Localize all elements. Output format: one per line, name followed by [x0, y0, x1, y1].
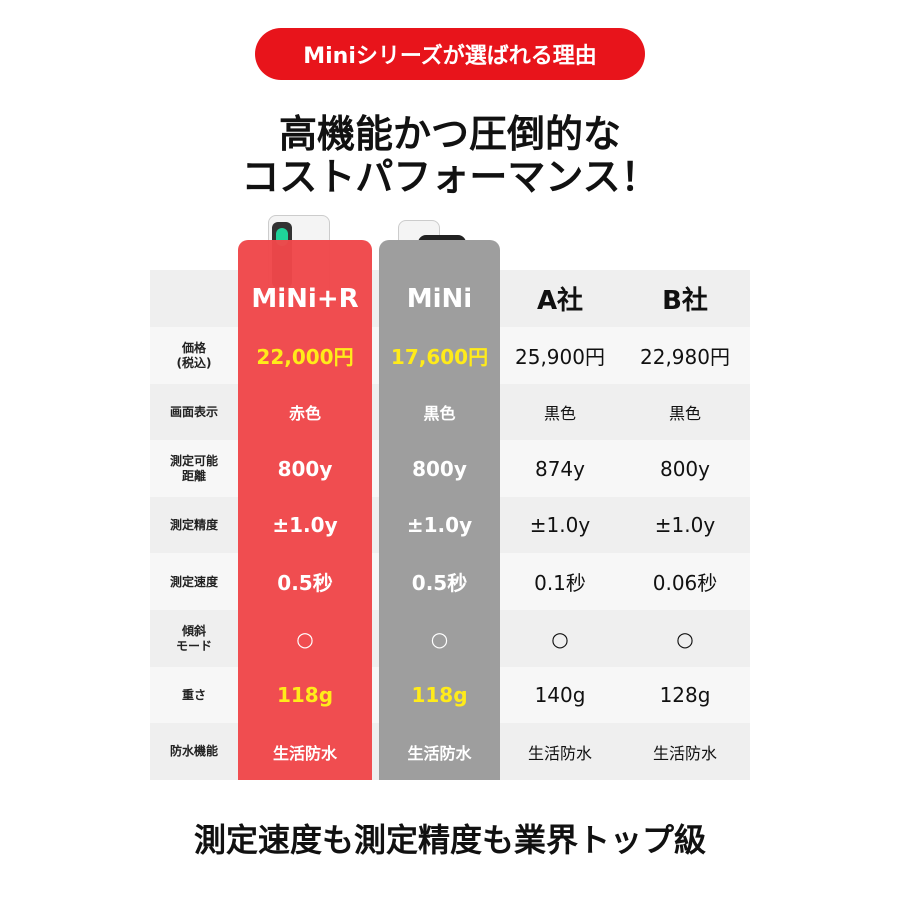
table-cell: 0.5秒: [277, 571, 333, 596]
column-header: A社: [536, 286, 584, 316]
table-cell: 800y: [659, 456, 710, 481]
row-label: 画面表示: [169, 404, 218, 419]
table-cell: 800y: [412, 456, 467, 481]
row-label: 測定速度: [169, 574, 218, 589]
table-cell: 黒色: [668, 404, 701, 424]
table-cell: 0.5秒: [411, 571, 468, 596]
table-cell: 128g: [659, 683, 711, 708]
table-cell: 生活防水: [652, 743, 717, 763]
mini-column-bg: [379, 240, 500, 780]
row-label: 価格 (税込): [176, 341, 212, 370]
column-header: MiNi+R: [251, 283, 359, 314]
headline-line-1: 高機能かつ圧倒的な: [278, 112, 621, 156]
row-label: 測定精度: [169, 518, 218, 533]
table-cell: 生活防水: [272, 743, 337, 763]
table-cell: 22,980円: [640, 345, 730, 369]
table-cell: 118g: [276, 683, 334, 708]
table-cell: 22,000円: [256, 345, 354, 369]
comparison-table: MiNi+R MiNi A社 B社価格 (税込) 22,000円 17,600円 25,90…: [150, 240, 750, 781]
mini-r-column-bg: [238, 240, 372, 780]
table-cell: ○: [551, 626, 569, 651]
table-cell: ○: [430, 626, 449, 651]
table-cell: 赤色: [288, 404, 321, 424]
column-header: B社: [662, 286, 708, 316]
table-cell: ±1.0y: [272, 513, 338, 538]
headline-line-2: コストパフォーマンス！: [241, 155, 659, 199]
reason-badge: Miniシリーズが選ばれる理由: [255, 28, 645, 80]
row-label: 重さ: [181, 687, 206, 702]
footer-tagline: 測定速度も測定精度も業界トップ級: [193, 821, 706, 859]
table-cell: ±1.0y: [654, 513, 716, 538]
table-cell: ○: [676, 626, 694, 651]
table-cell: 800y: [277, 456, 333, 481]
table-cell: 0.1秒: [534, 571, 586, 596]
table-cell: 140g: [534, 683, 586, 708]
table-cell: 黒色: [423, 404, 456, 424]
table-cell: ±1.0y: [406, 513, 473, 538]
table-cell: ○: [296, 626, 314, 651]
table-cell: ±1.0y: [529, 513, 591, 538]
table-cell: 874y: [534, 456, 585, 481]
table-cell: 0.06秒: [652, 571, 718, 596]
table-cell: 118g: [411, 683, 468, 708]
table-cell: 生活防水: [407, 743, 472, 763]
row-label: 傾斜 モード: [175, 624, 212, 653]
table-cell: 生活防水: [527, 743, 592, 763]
row-label: 防水機能: [169, 744, 218, 759]
column-header: MiNi: [406, 283, 473, 314]
row-label: 測定可能 距離: [169, 454, 218, 483]
table-cell: 25,900円: [515, 345, 605, 369]
table-cell: 17,600円: [390, 345, 489, 369]
table-cell: 黒色: [543, 404, 576, 424]
